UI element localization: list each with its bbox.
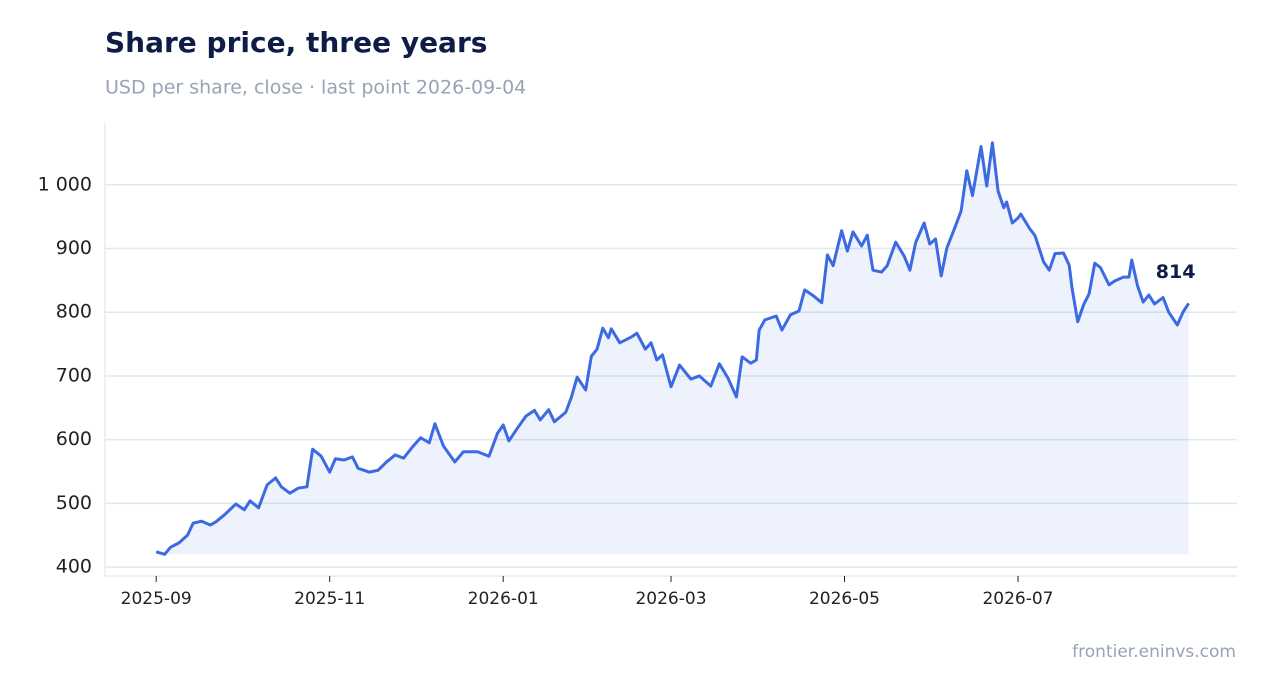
x-tick-label: 2025-11 (294, 589, 365, 609)
x-tick-label: 2026-05 (809, 589, 880, 609)
x-tick-label: 2026-01 (468, 589, 539, 609)
chart-title: Share price, three years (105, 26, 487, 59)
source: frontier.eninvs.com (1072, 642, 1236, 662)
x-tick-label: 2025-09 (121, 589, 192, 609)
x-tick-label: 2026-03 (635, 589, 706, 609)
x-tick-label: 2026-07 (982, 589, 1053, 609)
area (156, 142, 1189, 555)
y-tick-label: 700 (56, 364, 92, 386)
y-tick-label: 500 (56, 492, 92, 514)
last-value-label: 814 (1156, 261, 1196, 283)
y-tick-label: 1 000 (38, 173, 92, 195)
line (155, 141, 1190, 556)
y-tick-label: 900 (56, 237, 92, 259)
chart-subtitle: USD per share, close · last point 2026-0… (105, 77, 526, 99)
y-tick-label: 800 (56, 301, 92, 323)
y-tick-label: 600 (56, 428, 92, 450)
y-tick-label: 400 (56, 556, 92, 578)
